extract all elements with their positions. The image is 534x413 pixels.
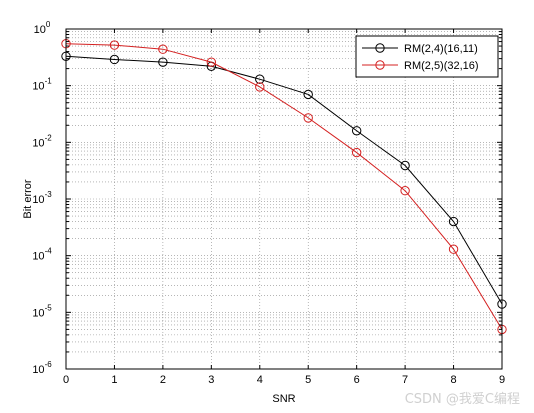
data-point-series-2	[303, 113, 313, 123]
data-point-series-2	[109, 40, 120, 50]
x-tick-label: 3	[208, 374, 214, 386]
data-point-series-1	[255, 74, 265, 84]
data-point-series-2	[400, 186, 410, 196]
x-tick-label: 8	[450, 374, 456, 386]
x-tick-label: 5	[305, 374, 311, 386]
data-point-series-2	[158, 44, 168, 54]
legend-label-2: RM(2,5)(32,16)	[404, 60, 479, 72]
series-group	[61, 39, 507, 335]
data-point-series-1	[448, 216, 459, 227]
data-point-series-1	[400, 160, 410, 171]
y-tick-label: 10-5	[32, 303, 52, 319]
legend-label-1: RM(2,4)(16,11)	[404, 43, 478, 55]
plot-area	[66, 29, 502, 369]
legend-box	[355, 35, 499, 78]
y-tick-label: 10-3	[32, 190, 52, 206]
data-point-series-2	[448, 244, 459, 254]
x-tick-label: 9	[499, 374, 505, 386]
y-axis-label: Bit error	[22, 179, 34, 218]
y-tick-label: 10-6	[32, 360, 52, 376]
legend: RM(2,4)(16,11) RM(2,5)(32,16)	[355, 35, 499, 78]
y-tick-label: 10-4	[32, 247, 52, 263]
legend-marker-2	[375, 60, 385, 70]
grid	[66, 29, 502, 369]
ticks	[65, 28, 503, 370]
y-tick-label: 100	[34, 20, 51, 36]
x-tick-label: 2	[160, 374, 166, 386]
y-tick-labels: 100 10-1 10-2 10-3 10-4 10-5 10-6	[32, 20, 52, 376]
series-line-1	[65, 55, 503, 305]
x-tick-label: 6	[354, 374, 360, 386]
series-line-2	[65, 43, 503, 330]
legend-marker-1	[375, 43, 385, 53]
x-tick-labels: 0 1 2 3 4 5 6 7 8 9	[63, 374, 505, 386]
y-tick-label: 10-1	[32, 77, 52, 93]
data-point-series-2	[206, 57, 217, 67]
data-point-series-1	[109, 54, 120, 65]
x-axis-label: SNR	[272, 393, 295, 405]
watermark: CSDN @我爱C编程	[404, 392, 520, 407]
data-point-series-1	[351, 126, 362, 136]
data-point-series-1	[303, 89, 313, 100]
data-point-series-2	[255, 82, 265, 92]
x-tick-label: 0	[63, 374, 69, 386]
data-point-series-1	[158, 57, 168, 67]
y-tick-label: 10-2	[32, 133, 52, 149]
x-tick-label: 4	[257, 374, 263, 386]
data-point-series-2	[351, 147, 362, 158]
x-tick-label: 7	[402, 374, 408, 386]
x-tick-label: 1	[111, 374, 117, 386]
